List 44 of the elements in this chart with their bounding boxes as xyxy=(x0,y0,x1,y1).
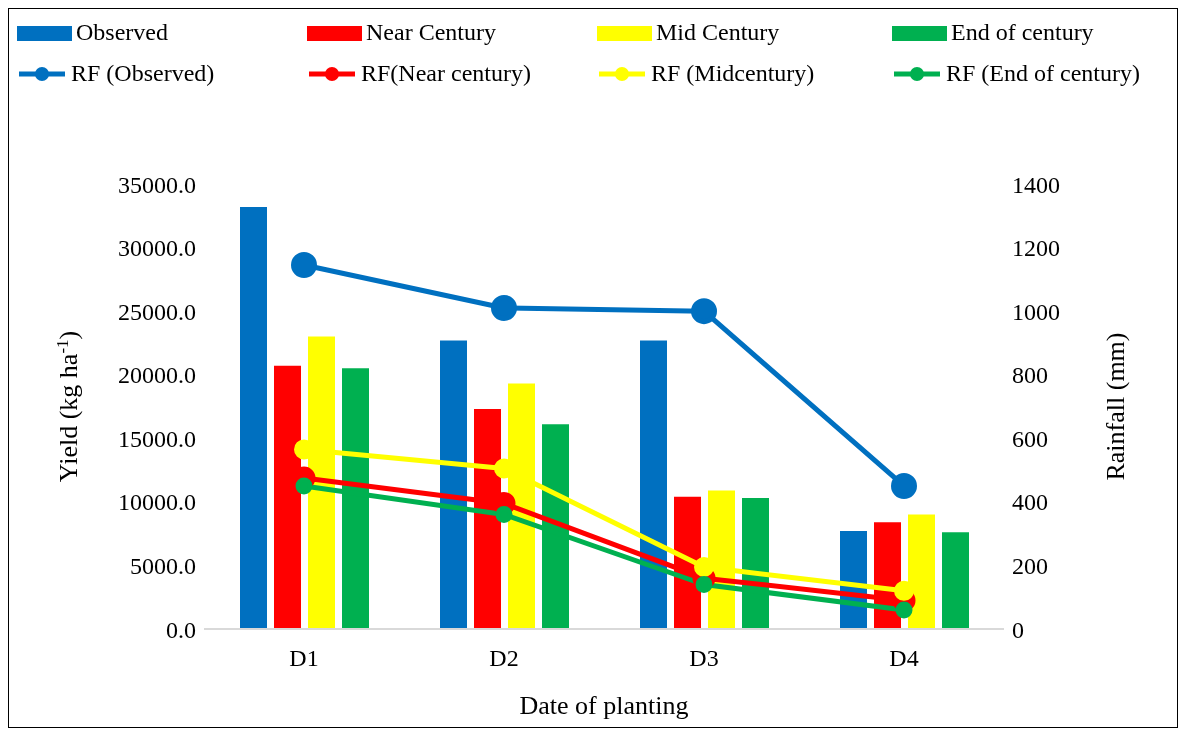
x-tick-label: D1 xyxy=(289,645,319,672)
x-tick-label: D4 xyxy=(889,645,919,672)
y-tick-label: 15000.0 xyxy=(118,425,196,452)
point xyxy=(491,294,517,321)
point xyxy=(691,298,717,325)
y2-tick-label: 1400 xyxy=(1012,171,1060,198)
y-tick-label: 0.0 xyxy=(166,616,196,643)
y2-tick-label: 0 xyxy=(1012,616,1024,643)
point xyxy=(295,477,313,495)
point xyxy=(694,557,714,578)
y2-tick-label: 400 xyxy=(1012,489,1048,516)
y-tick-label: 20000.0 xyxy=(118,362,196,389)
point xyxy=(695,576,713,593)
legend-label: End of century xyxy=(951,19,1094,46)
x-tick-label: D3 xyxy=(689,645,719,672)
bar xyxy=(640,340,667,629)
point xyxy=(895,601,913,619)
y-tick-label: 25000.0 xyxy=(118,298,196,325)
point xyxy=(894,580,914,601)
x-axis-title: Date of planting xyxy=(519,691,689,720)
y2-tick-label: 1000 xyxy=(1012,298,1060,325)
y2-tick-label: 200 xyxy=(1012,552,1048,579)
y-tick-label: 10000.0 xyxy=(118,489,196,516)
y2-tick-label: 800 xyxy=(1012,362,1048,389)
y2-axis-title: Rainfall (mm) xyxy=(1101,332,1130,481)
y-tick-label: 35000.0 xyxy=(118,171,196,198)
y2-tick-label: 1200 xyxy=(1012,235,1060,262)
legend-label: Near Century xyxy=(366,19,496,46)
x-tick-label: D2 xyxy=(489,645,519,672)
legend-label: RF(Near century) xyxy=(361,60,531,87)
bar xyxy=(240,206,267,629)
legend-label: RF (End of century) xyxy=(946,60,1140,87)
bar xyxy=(440,340,467,629)
point xyxy=(891,472,917,499)
bar xyxy=(942,532,969,629)
point xyxy=(495,506,513,524)
legend-label: RF (Observed) xyxy=(71,60,215,87)
y-tick-label: 30000.0 xyxy=(118,235,196,262)
legend-label: Mid Century xyxy=(656,19,780,46)
legend-label: RF (Midcentury) xyxy=(651,60,815,87)
y-tick-label: 5000.0 xyxy=(130,552,196,579)
y2-tick-label: 600 xyxy=(1012,425,1048,452)
point xyxy=(291,252,317,279)
legend-label: Observed xyxy=(76,19,168,46)
